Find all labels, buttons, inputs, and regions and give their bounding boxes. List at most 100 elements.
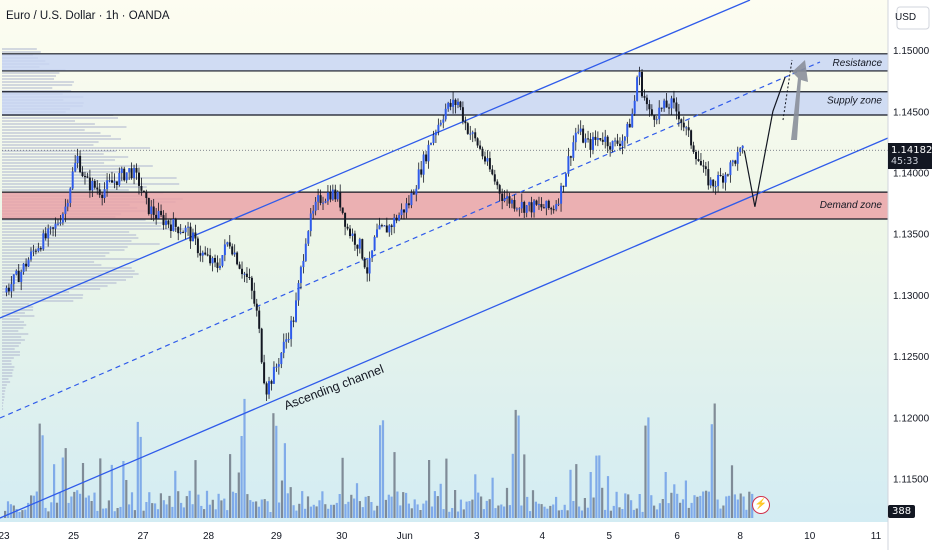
volume-bar bbox=[390, 496, 393, 518]
volume-bar bbox=[79, 493, 82, 518]
volume-bar bbox=[621, 509, 624, 518]
volume-profile-bar bbox=[2, 222, 167, 224]
volume-bar bbox=[257, 506, 260, 518]
volume-bar bbox=[609, 510, 612, 518]
candle-body bbox=[555, 204, 558, 210]
x-tick-label: 11 bbox=[871, 531, 882, 542]
candle-body bbox=[619, 143, 621, 146]
candle-body bbox=[366, 267, 369, 274]
volume-bar bbox=[690, 502, 693, 518]
candle-body bbox=[420, 169, 423, 175]
currency-label[interactable]: USD bbox=[895, 12, 917, 23]
volume-bar bbox=[165, 504, 168, 518]
volume-bar bbox=[433, 491, 436, 518]
volume-profile-bar bbox=[2, 249, 125, 251]
candle-body bbox=[277, 364, 280, 367]
volume-profile-bar bbox=[2, 285, 108, 287]
candle-body bbox=[437, 124, 440, 132]
volume-bar bbox=[237, 472, 240, 518]
candle-body bbox=[336, 191, 339, 200]
volume-bar bbox=[231, 491, 235, 518]
volume-profile-bar bbox=[2, 273, 139, 275]
candle-body bbox=[145, 191, 148, 198]
zone-label: Supply zone bbox=[827, 96, 882, 107]
candle-body bbox=[449, 102, 452, 107]
candle-body bbox=[231, 246, 234, 255]
candle-body bbox=[275, 366, 278, 368]
candle-body bbox=[361, 239, 364, 259]
volume-bar bbox=[658, 503, 661, 518]
candle-body bbox=[645, 97, 648, 105]
candle-body bbox=[653, 115, 656, 120]
volume-bar bbox=[180, 502, 183, 518]
candle-body bbox=[79, 155, 82, 173]
candle-body bbox=[59, 222, 62, 224]
x-tick-label: 10 bbox=[804, 531, 816, 542]
volume-bar bbox=[130, 492, 134, 518]
volume-profile-bar bbox=[2, 90, 72, 92]
candle-body bbox=[628, 123, 631, 128]
candle-body bbox=[606, 136, 609, 147]
candle-body bbox=[7, 287, 10, 292]
volume-bar bbox=[211, 499, 214, 518]
candle-body bbox=[221, 255, 224, 266]
volume-bar bbox=[630, 500, 633, 518]
candle-body bbox=[530, 202, 533, 213]
volume-profile-bar bbox=[2, 147, 151, 149]
volume-bar bbox=[249, 500, 252, 518]
candle-body bbox=[503, 198, 506, 201]
candle-body bbox=[118, 173, 121, 186]
candle-body bbox=[96, 187, 99, 190]
volume-profile-bar bbox=[2, 330, 19, 332]
candle-body bbox=[351, 233, 354, 236]
volume-bar bbox=[338, 494, 341, 518]
volume-bar bbox=[9, 504, 12, 518]
candle-body bbox=[422, 154, 425, 175]
candle-body bbox=[353, 233, 356, 245]
volume-bar bbox=[38, 423, 41, 518]
volume-bar bbox=[699, 495, 702, 518]
volume-bar bbox=[641, 511, 644, 518]
last-price-value: 1.14182 bbox=[891, 145, 932, 156]
volume-bar bbox=[358, 501, 361, 518]
candle-body bbox=[76, 155, 79, 163]
volume-bar bbox=[364, 496, 367, 518]
volume-bar bbox=[197, 494, 200, 518]
volume-bar bbox=[263, 499, 266, 518]
volume-bar bbox=[341, 457, 344, 518]
volume-bar bbox=[246, 494, 249, 518]
volume-bar bbox=[586, 507, 589, 518]
candle-body bbox=[380, 225, 383, 227]
candle-body bbox=[123, 168, 126, 181]
volume-bar bbox=[116, 508, 119, 518]
candle-body bbox=[17, 270, 20, 282]
volume-bar bbox=[716, 499, 719, 518]
candle-body bbox=[707, 169, 710, 186]
candle-body bbox=[582, 128, 585, 143]
candle-body bbox=[439, 122, 442, 125]
volume-bar bbox=[315, 506, 318, 518]
volume-bar bbox=[133, 510, 136, 518]
replay-lightning-icon[interactable]: ⚡ bbox=[752, 496, 770, 514]
volume-bar bbox=[387, 494, 390, 518]
volume-profile-bar bbox=[2, 282, 117, 284]
volume-bar bbox=[67, 502, 70, 518]
candle-body bbox=[39, 248, 42, 250]
volume-bar bbox=[350, 494, 353, 518]
volume-bar bbox=[430, 506, 434, 518]
candle-body bbox=[658, 107, 661, 120]
candle-body bbox=[115, 181, 118, 185]
volume-bar bbox=[707, 491, 710, 518]
candle-body bbox=[179, 232, 182, 234]
volume-bar bbox=[255, 501, 258, 518]
volume-profile-bar bbox=[2, 153, 104, 155]
channel-lower-line bbox=[0, 137, 889, 519]
volume-bar bbox=[318, 500, 321, 518]
candle-body bbox=[724, 174, 727, 183]
volume-bar bbox=[552, 504, 555, 518]
x-tick-label: 5 bbox=[607, 531, 613, 542]
volume-profile-bar bbox=[2, 279, 126, 281]
volume-bar bbox=[650, 495, 653, 518]
candle-body bbox=[265, 383, 268, 395]
volume-profile-bar bbox=[2, 270, 135, 272]
